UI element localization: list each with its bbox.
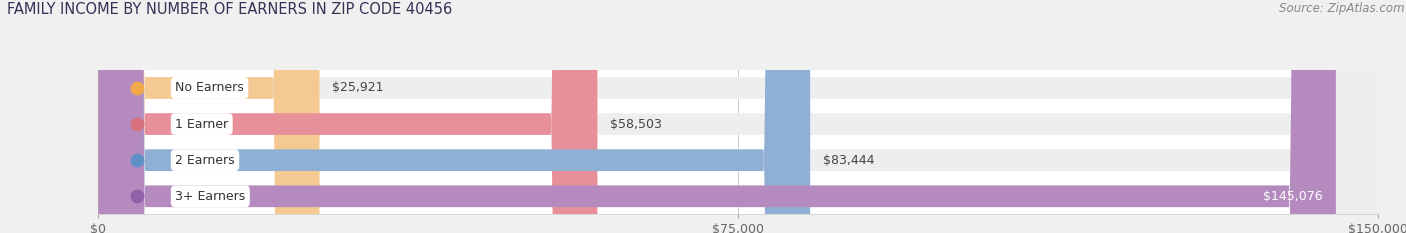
FancyBboxPatch shape (98, 0, 598, 233)
Text: 2 Earners: 2 Earners (176, 154, 235, 167)
FancyBboxPatch shape (98, 0, 810, 233)
FancyBboxPatch shape (98, 0, 1378, 233)
FancyBboxPatch shape (98, 0, 319, 233)
FancyBboxPatch shape (98, 0, 1336, 233)
Text: FAMILY INCOME BY NUMBER OF EARNERS IN ZIP CODE 40456: FAMILY INCOME BY NUMBER OF EARNERS IN ZI… (7, 2, 453, 17)
FancyBboxPatch shape (98, 0, 1378, 233)
Text: No Earners: No Earners (176, 82, 243, 94)
Text: $83,444: $83,444 (823, 154, 875, 167)
Text: 3+ Earners: 3+ Earners (176, 190, 246, 203)
FancyBboxPatch shape (98, 0, 1378, 233)
FancyBboxPatch shape (98, 0, 1378, 233)
Text: Source: ZipAtlas.com: Source: ZipAtlas.com (1279, 2, 1405, 15)
Text: $25,921: $25,921 (332, 82, 384, 94)
Text: $58,503: $58,503 (610, 118, 662, 130)
Text: 1 Earner: 1 Earner (176, 118, 228, 130)
Text: $145,076: $145,076 (1264, 190, 1323, 203)
